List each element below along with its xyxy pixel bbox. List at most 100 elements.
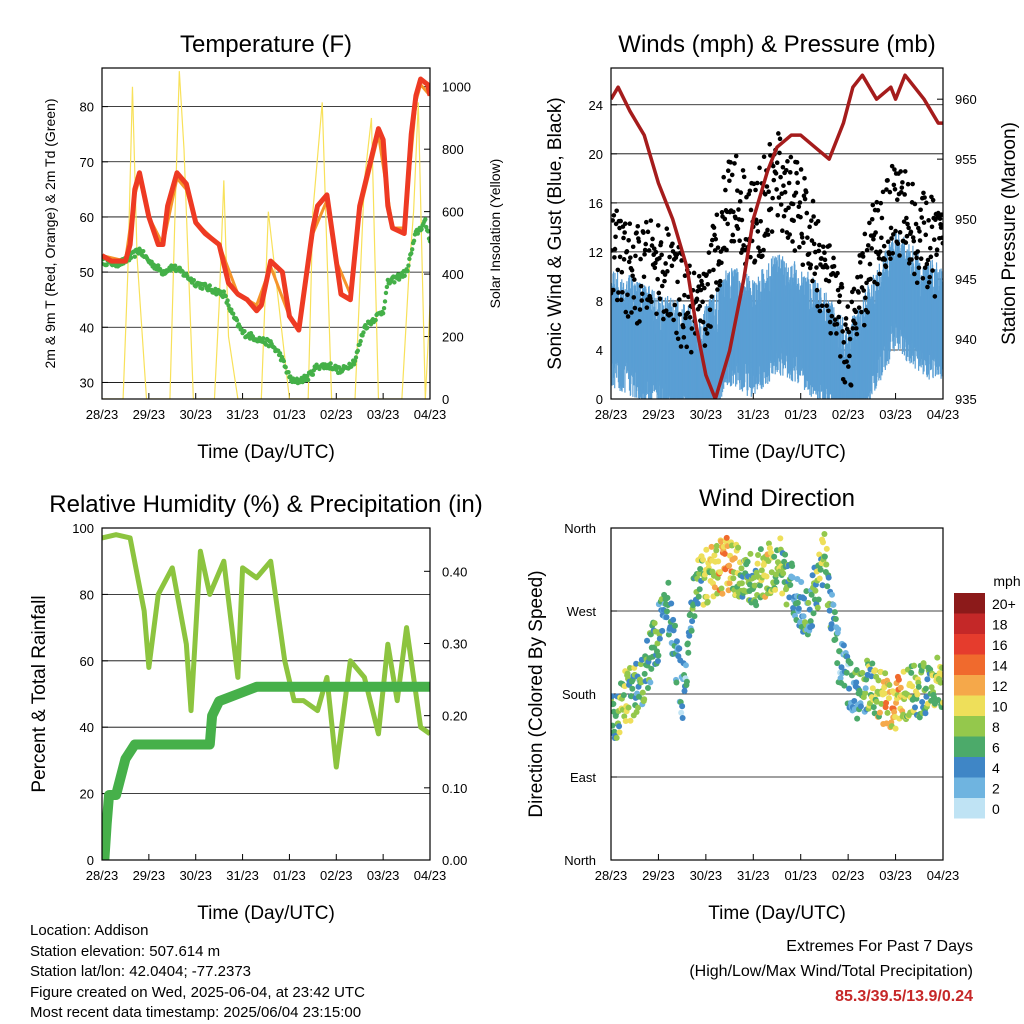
legend-swatch [954,736,985,757]
wind-direction-point [777,535,784,542]
gust-point [739,217,745,223]
gust-point [629,267,635,273]
dewpoint-point [361,330,366,335]
gust-point [674,330,679,336]
gust-point [706,250,712,255]
wind-direction-point [794,599,801,606]
wind-direction-point [841,682,848,689]
y2-tick-label: 400 [442,267,464,282]
legend-label: 2 [992,781,1000,797]
gust-point [659,283,665,289]
gust-point [689,326,695,331]
y-tick-label: 80 [80,587,94,602]
gust-point [658,240,664,245]
wind-direction-point [701,571,708,578]
gust-point [929,224,935,230]
gust-point [676,297,682,302]
wind-direction-point [656,635,663,642]
gust-point [613,234,618,240]
wind-direction-point [696,586,703,593]
wind-direction-point [688,627,695,634]
legend-swatch [954,654,985,675]
gust-point [618,218,623,224]
dewpoint-point [207,283,212,288]
wind-direction-point [689,618,696,625]
gust-point [630,244,636,250]
gust-point [940,240,943,246]
legend-swatch [954,716,985,737]
gust-point [923,232,929,238]
station-info: Location: Addison Station elevation: 507… [30,921,365,1024]
gust-point [740,168,746,173]
gust-point [802,196,808,202]
gust-point [842,379,848,385]
gust-point [875,208,881,213]
solar-insolation-line [102,71,430,399]
gust-point [615,267,621,273]
gust-point [888,256,893,262]
wind-direction-point [651,620,658,627]
gust-point [729,172,735,178]
wind-direction-point [611,700,617,707]
wind-direction-point [834,660,841,667]
wind-direction-point [875,677,882,684]
wind-direction-point [835,626,842,633]
gust-point [667,254,672,260]
chart-panel-2: Winds (mph) & Pressure (mb) Time (Day/UTC… [545,31,1020,463]
wind-direction-point [641,696,648,703]
gust-point [892,167,897,172]
wind-direction-point [826,607,833,614]
gust-point [770,163,776,169]
gust-point [893,228,898,234]
gust-point [730,232,736,238]
gust-point [752,258,758,264]
gust-point [902,192,907,197]
x-tick-label: 28/23 [86,868,119,883]
dewpoint-point [310,372,316,377]
x-tick-label: 01/23 [784,407,817,422]
y-tick-label: 12 [589,245,603,260]
wind-direction-point [869,660,876,667]
gust-point [651,246,657,251]
gust-point [869,217,875,222]
gust-point [611,218,616,223]
wind-direction-point [670,616,677,623]
gust-point [612,255,617,260]
wind-direction-point [922,710,929,717]
gust-point [927,245,933,251]
gust-point [791,218,796,223]
wind-direction-point [908,669,915,676]
gust-point [914,280,920,286]
gust-point [712,232,717,238]
wind-direction-point [939,671,943,678]
gust-point [797,244,802,250]
gust-point [675,279,680,285]
legend-label: 6 [992,740,1000,756]
y2-tick-label: 0.20 [442,709,467,724]
wind-direction-point [635,704,642,711]
gust-point [769,229,775,234]
wind-direction-point [771,553,778,560]
wind-direction-point [809,623,816,630]
wind-direction-point [713,547,720,554]
gust-point [873,230,878,235]
wind-direction-point [747,550,754,557]
gust-point [912,271,917,277]
gust-point [626,259,632,265]
wind-direction-point [909,683,916,690]
x-tick-label: 29/23 [133,868,166,883]
wind-direction-point [935,697,942,704]
y2-axis-label: Station Pressure (Maroon) [999,122,1020,345]
legend-label: 14 [992,658,1008,674]
wind-direction-point [611,722,616,729]
gust-point [867,261,873,267]
gust-point [728,160,733,165]
wind-direction-point [940,699,943,706]
gust-point [746,191,752,197]
gust-point [861,322,867,328]
gust-point [817,308,823,314]
gust-point [895,241,901,246]
wind-direction-point [790,605,797,612]
dewpoint-point [283,365,288,370]
legend-swatch [954,675,985,696]
